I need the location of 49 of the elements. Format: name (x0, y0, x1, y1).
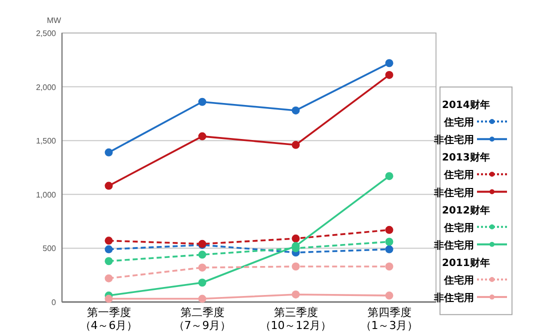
point (104, 236, 113, 245)
legend-label: 非住宅用 (433, 239, 474, 252)
x-tick-label: 第二季度（7～9月） (173, 306, 232, 332)
y-tick-label: 0 (52, 298, 57, 307)
point (385, 226, 394, 234)
y-axis-title: MW (46, 16, 62, 25)
point (104, 245, 113, 254)
text: 2013财年 (442, 152, 490, 164)
point (198, 278, 206, 287)
legend-label: 非住宅用 (433, 292, 474, 304)
y-tick-label: 1,000 (36, 190, 57, 200)
y-tick-label: 1,500 (36, 136, 57, 146)
point (292, 262, 300, 270)
point (104, 294, 113, 303)
legend-label: 非住宅用 (433, 134, 474, 146)
point (198, 132, 206, 140)
legend-label: 住宅用 (443, 222, 474, 234)
point (198, 294, 206, 303)
point (385, 245, 394, 254)
point (104, 148, 113, 156)
point (292, 140, 300, 149)
legend-label: 住宅用 (443, 116, 474, 129)
point (385, 70, 394, 79)
x-tick-label: 第四季度（1～3月） (360, 306, 418, 332)
point (104, 182, 113, 190)
y-tick-label: 2,000 (36, 82, 57, 92)
text: 2014财年 (442, 99, 490, 111)
text: 2011财年 (442, 256, 490, 269)
point (385, 238, 394, 246)
point (104, 257, 113, 266)
text: 2012财年 (442, 204, 490, 216)
legend-label: 住宅用 (443, 274, 474, 286)
point (104, 274, 113, 282)
point (385, 172, 394, 180)
legend-label: 住宅用 (443, 169, 474, 182)
point (198, 264, 206, 272)
y-tick-label: 2,500 (36, 29, 57, 38)
legend-label: 非住宅用 (433, 186, 474, 199)
x-tick-label: 第一季度（4～6月） (80, 306, 138, 332)
point (198, 250, 206, 259)
point (385, 292, 394, 300)
point (292, 234, 300, 243)
point (292, 106, 300, 114)
y-tick-label: 500 (42, 244, 57, 254)
point (385, 59, 394, 68)
point (292, 290, 300, 298)
point (198, 98, 206, 106)
point (385, 262, 394, 270)
x-tick-label: 第三季度（10～12月） (260, 306, 332, 332)
